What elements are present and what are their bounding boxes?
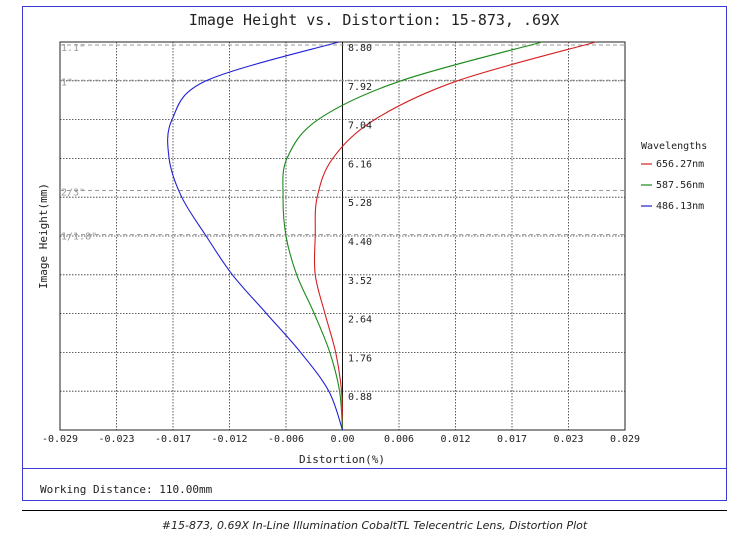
x-tick-label: -0.029	[42, 434, 78, 445]
x-tick-label: -0.023	[98, 434, 134, 445]
chart-title: Image Height vs. Distortion: 15-873, .69…	[189, 11, 559, 29]
y-tick-label: 0.88	[348, 392, 372, 403]
legend: Wavelengths 656.27nm 587.56nm 486.13nm	[641, 141, 707, 212]
y-tick-label: 6.16	[348, 159, 372, 170]
x-tick-labels: -0.029 -0.023 -0.017 -0.012 -0.006 0.00 0.006 0…	[42, 434, 640, 445]
x-tick-label: -0.012	[211, 434, 247, 445]
y-tick-label: 7.92	[348, 82, 372, 93]
y-tick-label: 1.76	[348, 353, 372, 364]
plot-frame	[22, 6, 727, 501]
x-tick-label: -0.006	[268, 434, 304, 445]
grid	[59, 41, 626, 431]
sensor-markers: 1.1" 1" 2/3" 1/1.8"	[60, 43, 625, 243]
working-distance: Working Distance: 110.00mm	[40, 483, 213, 496]
y-tick-label: 5.28	[348, 198, 372, 209]
series-line-587.56nm	[282, 41, 543, 431]
y-tick-label: 4.40	[348, 237, 372, 248]
y-axis-label: Image Height(mm)	[37, 183, 50, 289]
x-tick-label: 0.029	[610, 434, 640, 445]
y-tick-labels: 0.88 1.76 2.64 3.52 4.40 5.28 6.16 7.04 7.92 8.80	[348, 43, 372, 403]
caption-rule	[22, 510, 727, 511]
distortion-chart: Image Height vs. Distortion: 15-873, .69…	[37, 11, 707, 466]
figure-caption: #15-873, 0.69X In-Line Illumination Coba…	[161, 519, 588, 532]
y-tick-label: 8.80	[348, 43, 372, 54]
x-axis-label: Distortion(%)	[299, 453, 385, 466]
series-lines	[167, 41, 596, 431]
sensor-marker-label: 1"	[61, 77, 73, 88]
y-tick-label: 3.52	[348, 276, 372, 287]
footer-divider	[22, 468, 727, 469]
sensor-marker-label: 1.1"	[61, 43, 85, 54]
x-tick-label: 0.023	[553, 434, 583, 445]
x-tick-label: 0.00	[330, 434, 354, 445]
sensor-marker-label: 1/1.8"	[61, 232, 97, 243]
sensor-marker-label: 2/3"	[61, 188, 85, 199]
y-tick-label: 2.64	[348, 315, 372, 326]
y-tick-label: 7.04	[348, 121, 372, 132]
x-tick-label: -0.017	[155, 434, 191, 445]
legend-title: Wavelengths	[641, 141, 707, 152]
legend-entry: 486.13nm	[656, 201, 704, 212]
x-tick-label: 0.017	[497, 434, 527, 445]
x-tick-label: 0.012	[440, 434, 470, 445]
x-tick-label: 0.006	[384, 434, 414, 445]
legend-entry: 587.56nm	[656, 180, 704, 191]
legend-entry: 656.27nm	[656, 159, 704, 170]
series-line-656.27nm	[313, 41, 596, 431]
series-line-486.13nm	[167, 41, 344, 431]
